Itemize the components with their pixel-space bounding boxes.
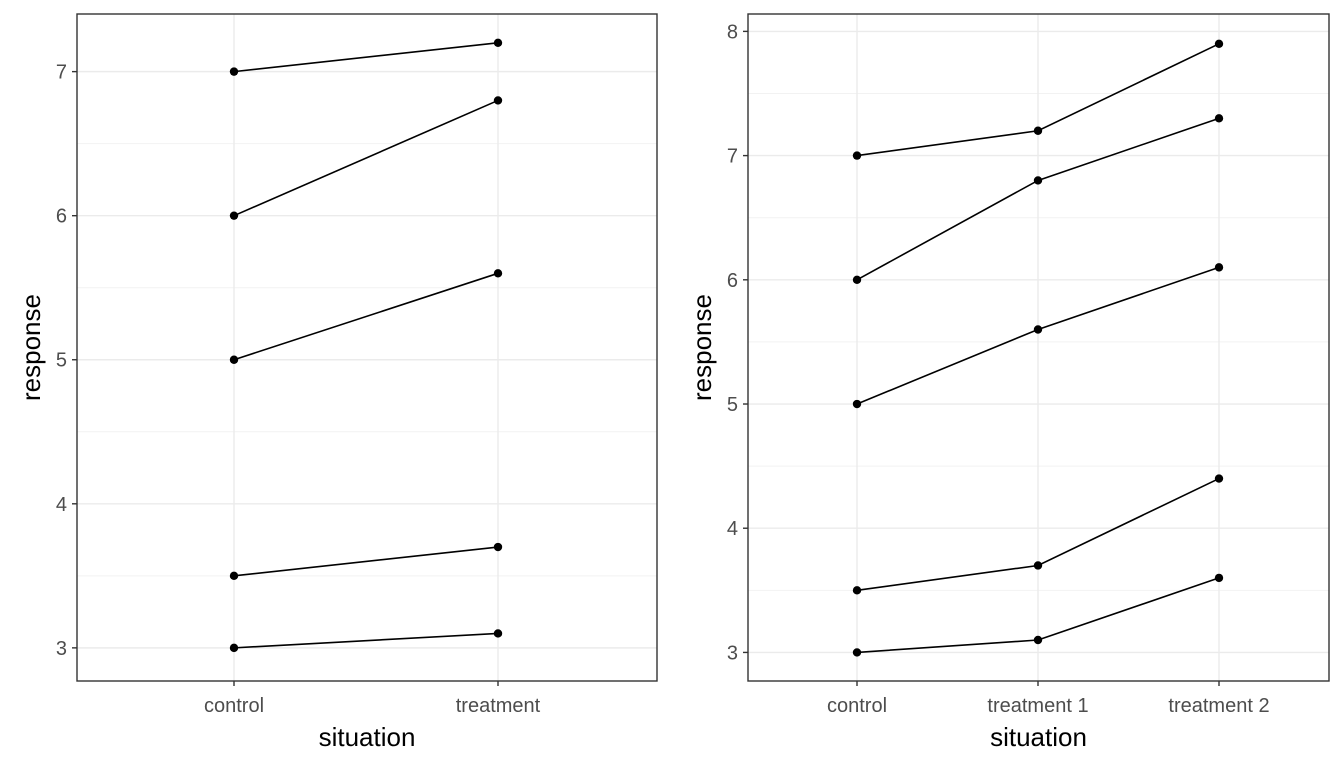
y-tick-label: 4 [727, 518, 738, 540]
y-tick-label: 7 [56, 62, 67, 84]
x-tick-label: treatment 2 [1168, 695, 1269, 717]
y-tick-label: 3 [727, 642, 738, 664]
y-tick-label: 7 [727, 146, 738, 168]
panel-2: 3 4 5 6 7 8 control treatment 1 treatment 2 situa… [687, 13, 1330, 752]
y-tick-label: 3 [56, 638, 67, 660]
x-tick-label: control [204, 695, 264, 717]
data-point [229, 571, 239, 581]
data-point [1033, 176, 1043, 185]
plot-background [77, 14, 657, 681]
data-point [1214, 39, 1224, 49]
data-point [493, 542, 503, 552]
x-tick-label: control [827, 695, 887, 717]
y-tick-label: 5 [56, 350, 67, 372]
y-tick-label: 4 [56, 494, 67, 516]
data-point [1033, 635, 1043, 645]
data-point [1214, 114, 1224, 123]
x-axis-title: situation [990, 722, 1087, 752]
series-line [233, 42, 499, 73]
data-point [852, 648, 862, 657]
data-point [1214, 474, 1224, 483]
data-point [493, 96, 503, 105]
y-tick-label: 6 [56, 206, 67, 228]
series-line [233, 272, 499, 361]
data-point [229, 67, 239, 76]
data-point [1033, 325, 1043, 334]
y-tick-label: 5 [727, 394, 738, 416]
x-tick-label: treatment [456, 695, 541, 717]
data-point [852, 399, 862, 409]
data-point [1033, 126, 1043, 135]
y-tick-label: 6 [727, 270, 738, 292]
x-axis-title: situation [319, 722, 416, 752]
series-line [233, 99, 499, 217]
data-point [852, 586, 862, 595]
data-point [493, 629, 503, 638]
data-point [229, 643, 239, 653]
y-axis-title: response [687, 294, 717, 401]
data-point [1214, 573, 1224, 583]
y-tick-label: 8 [727, 21, 738, 43]
data-point [229, 355, 239, 364]
y-axis-title: response [16, 294, 46, 401]
series-line [233, 632, 499, 649]
data-point [493, 269, 503, 278]
data-point [493, 38, 503, 48]
data-point [852, 151, 862, 160]
data-point [229, 211, 239, 220]
panel-border [76, 13, 658, 682]
data-point [852, 275, 862, 285]
panel-1: 3 4 5 6 7 control treatment situation response [16, 13, 658, 752]
series-line [233, 546, 499, 577]
x-tick-label: treatment 1 [987, 695, 1088, 717]
data-point [1214, 263, 1224, 272]
data-point [1033, 561, 1043, 570]
